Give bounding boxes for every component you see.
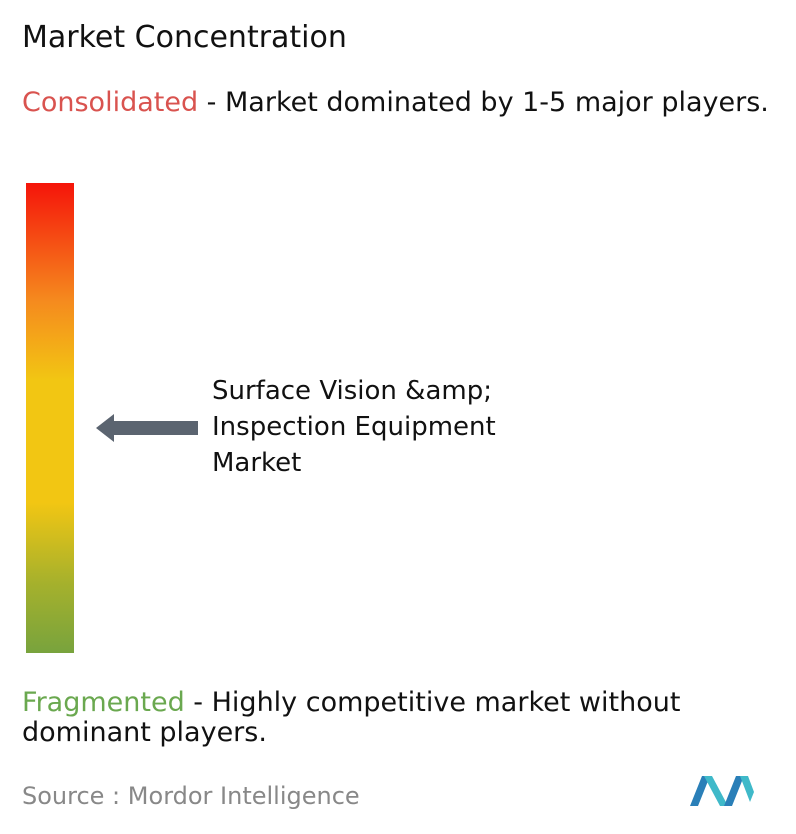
- source-label: Source :: [22, 782, 121, 810]
- logo: [690, 776, 754, 806]
- source-name: Mordor Intelligence: [127, 782, 360, 810]
- consolidated-legend: Consolidated - Market dominated by 1-5 m…: [22, 88, 792, 118]
- fragmented-description: - Highly competitive market without domi…: [22, 687, 681, 748]
- market-label: Surface Vision &amp; Inspection Equipmen…: [212, 376, 496, 478]
- title: Market Concentration: [22, 20, 347, 55]
- arrow: [96, 414, 198, 442]
- source: Source : Mordor Intelligence: [22, 782, 360, 810]
- consolidated-description: - Market dominated by 1-5 major players.: [198, 87, 769, 118]
- concentration-scale: [26, 183, 74, 653]
- fragmented-legend: Fragmented - Highly competitive market w…: [22, 688, 792, 748]
- consolidated-label: Consolidated: [22, 87, 199, 118]
- fragmented-label: Fragmented: [22, 687, 185, 718]
